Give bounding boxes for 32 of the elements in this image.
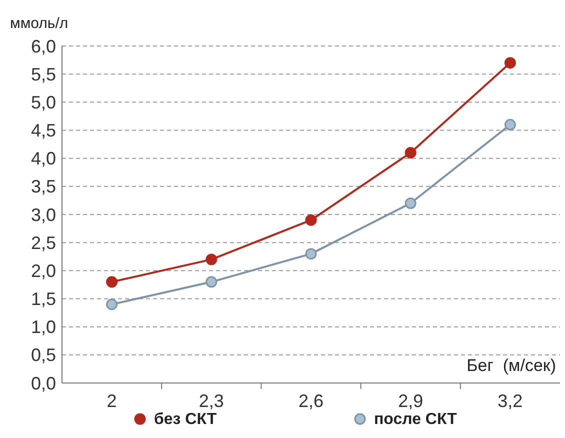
point — [305, 248, 317, 260]
y-tick-label: 3,5 — [30, 176, 56, 197]
legend-label: без СКТ — [154, 411, 217, 428]
point — [404, 198, 416, 210]
y-tick-label: 0,0 — [30, 373, 56, 394]
point — [106, 298, 118, 310]
y-tick-label: 6,0 — [30, 36, 56, 56]
point — [206, 276, 218, 288]
legend-label: после СКТ — [374, 411, 458, 428]
x-tick-label: 2,9 — [398, 391, 424, 411]
y-tick-label: 2,5 — [30, 232, 56, 253]
x-tick-label: 2,6 — [298, 391, 324, 411]
y-tick-label: 2,0 — [30, 260, 56, 281]
point — [305, 214, 317, 226]
y-tick-label: 0,5 — [30, 345, 56, 366]
point — [106, 276, 118, 288]
y-axis-title: ммоль/л — [10, 15, 68, 32]
x-axis-title: Бег (м/сек) — [466, 356, 556, 375]
x-tick-label: 2,3 — [198, 391, 224, 411]
point — [404, 146, 416, 158]
point — [206, 254, 218, 266]
y-tick-label: 4,5 — [30, 120, 56, 141]
y-tick-label: 3,0 — [30, 204, 56, 225]
y-tick-label: 1,0 — [30, 317, 56, 338]
y-tick-label: 4,0 — [30, 148, 56, 169]
y-tick-label: 5,0 — [30, 92, 56, 112]
point — [504, 57, 516, 69]
x-tick-label: 2 — [106, 391, 117, 411]
y-tick-label: 5,5 — [30, 64, 56, 84]
x-tick-label: 3,2 — [498, 391, 523, 411]
point — [504, 118, 516, 130]
y-tick-label: 1,5 — [30, 289, 56, 310]
